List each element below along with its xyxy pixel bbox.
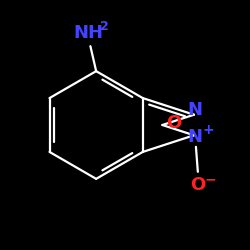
Text: +: + (202, 122, 214, 136)
Text: 2: 2 (100, 20, 109, 34)
Text: −: − (204, 172, 216, 186)
Text: O: O (190, 176, 206, 194)
Text: NH: NH (74, 24, 104, 42)
Text: N: N (188, 101, 202, 119)
Text: N: N (188, 128, 202, 146)
Text: O: O (166, 114, 182, 132)
